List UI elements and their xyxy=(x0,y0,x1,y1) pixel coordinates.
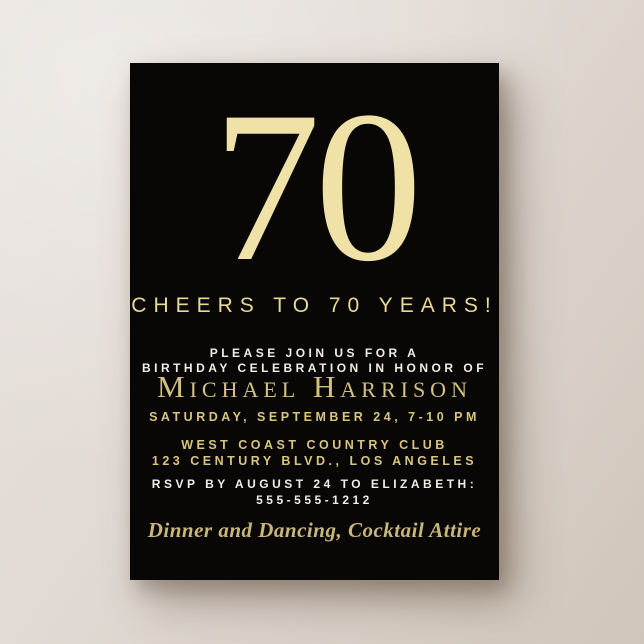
venue-address: 123 CENTURY BLVD., LOS ANGELES xyxy=(151,454,478,468)
invitation-card: 70 CHEERS TO 70 YEARS! PLEASE JOIN US FO… xyxy=(130,63,499,580)
rsvp-line: RSVP BY AUGUST 24 TO ELIZABETH: xyxy=(151,477,478,491)
headline-text: CHEERS TO 70 YEARS! xyxy=(131,294,498,317)
honoree-name: Michael Harrison xyxy=(157,369,472,404)
intro-line-2: BIRTHDAY CELEBRATION IN HONOR OF xyxy=(141,361,488,375)
age-number: 70 xyxy=(212,67,423,306)
intro-line-1: PLEASE JOIN US FOR A xyxy=(209,346,420,360)
event-datetime: SATURDAY, SEPTEMBER 24, 7-10 PM xyxy=(149,410,480,424)
attire-note: Dinner and Dancing, Cocktail Attire xyxy=(147,518,482,542)
venue-name: WEST COAST COUNTRY CLUB xyxy=(181,438,448,452)
rsvp-phone: 555-555-1212 xyxy=(256,493,373,507)
